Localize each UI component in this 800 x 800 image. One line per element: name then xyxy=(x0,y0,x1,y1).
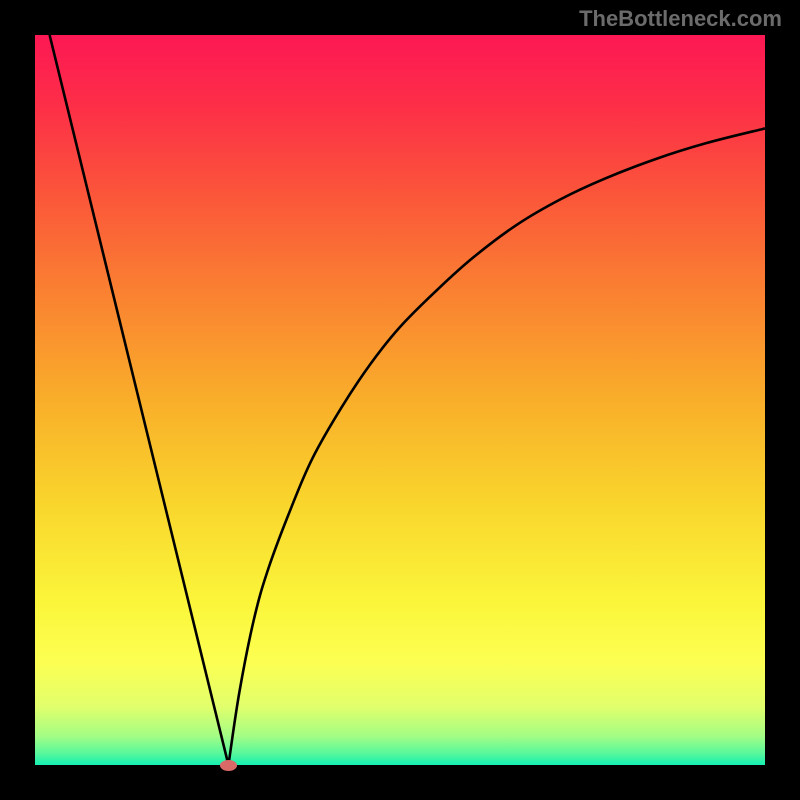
plot-area xyxy=(35,35,765,765)
plot-svg xyxy=(35,35,765,765)
minimum-marker xyxy=(220,760,237,771)
watermark-text: TheBottleneck.com xyxy=(579,6,782,32)
chart-container: TheBottleneck.com xyxy=(0,0,800,800)
gradient-background xyxy=(35,35,765,765)
